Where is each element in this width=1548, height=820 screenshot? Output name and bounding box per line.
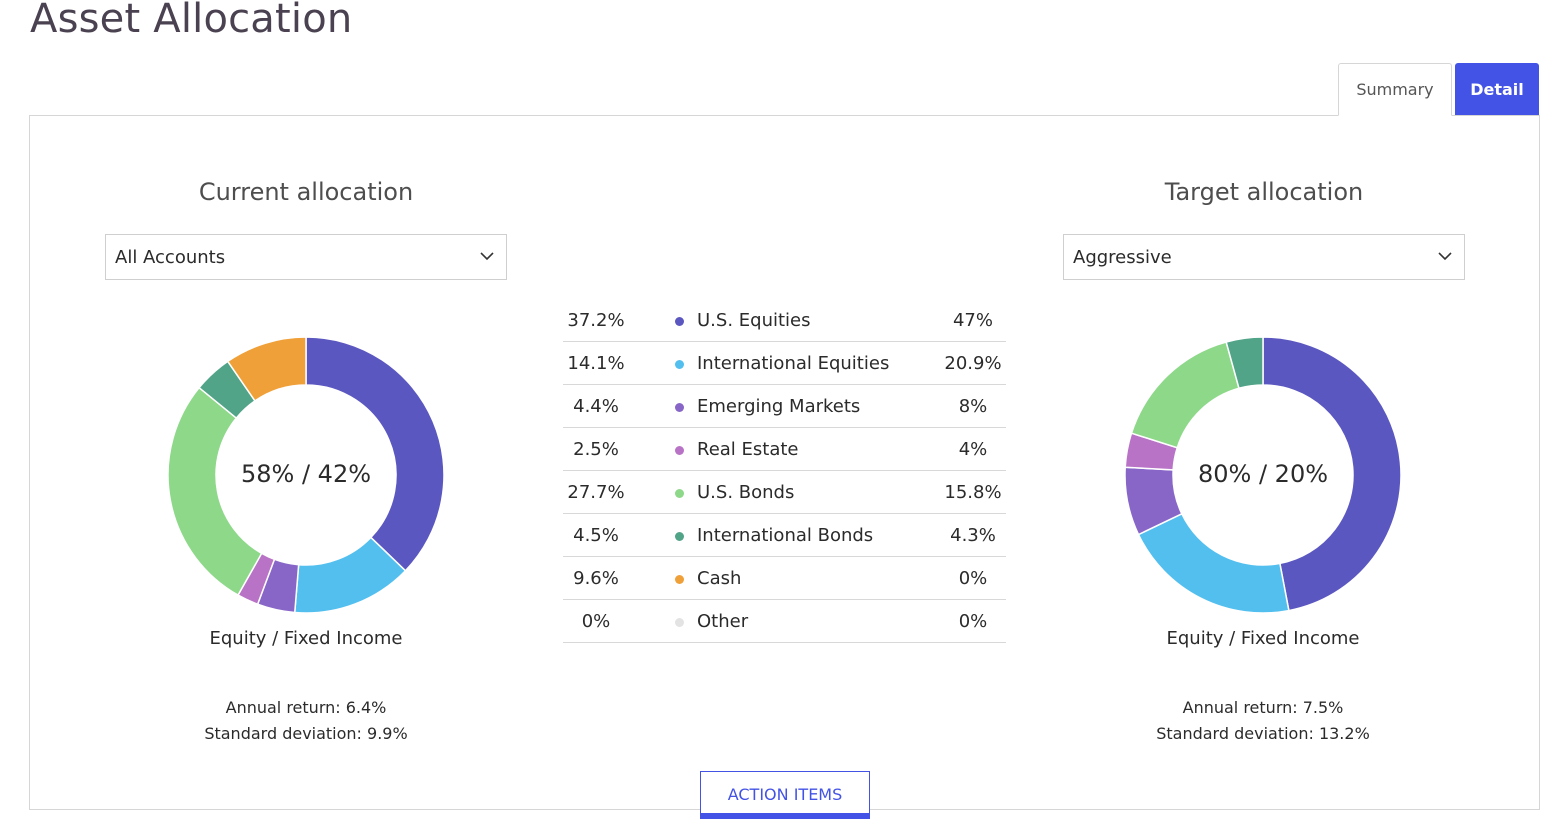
target-slice-u-s-equities <box>1262 337 1401 612</box>
current-percent: 0% <box>581 611 611 632</box>
legend-dot-icon <box>675 403 684 412</box>
target-profile-select[interactable]: Aggressive <box>1063 234 1465 280</box>
legend-dot-icon <box>675 532 684 541</box>
target-std-dev: Standard deviation: 13.2% <box>1156 724 1370 743</box>
action-items-button[interactable]: ACTION ITEMS <box>700 771 870 819</box>
target-annual-return: Annual return: 7.5% <box>1182 698 1344 717</box>
target-percent: 0% <box>958 611 988 632</box>
current-annual-return: Annual return: 6.4% <box>225 698 387 717</box>
legend-dot-icon <box>675 489 684 498</box>
table-row: 27.7% U.S. Bonds 15.8% <box>563 471 1006 514</box>
asset-class-name: Cash <box>697 568 742 589</box>
legend-dot-icon <box>675 618 684 627</box>
asset-class-name: Emerging Markets <box>697 396 861 417</box>
current-percent: 2.5% <box>573 439 619 460</box>
asset-class-name: International Equities <box>697 353 890 374</box>
target-percent: 4% <box>958 439 988 460</box>
target-slice-international-bonds <box>1225 337 1264 390</box>
allocation-table: 37.2% U.S. Equities 47% 14.1% International … <box>563 299 1006 643</box>
table-row: 14.1% International Equities 20.9% <box>563 342 1006 385</box>
target-percent: 8% <box>958 396 988 417</box>
current-equity-fixed-ratio: 58% / 42% <box>240 460 372 488</box>
asset-class-name: U.S. Bonds <box>697 482 795 503</box>
target-slice-international-equities <box>1137 512 1290 613</box>
current-percent: 4.5% <box>573 525 619 546</box>
current-caption: Equity / Fixed Income <box>209 628 403 649</box>
table-row: 2.5% Real Estate 4% <box>563 428 1006 471</box>
target-allocation-heading: Target allocation <box>1164 178 1364 206</box>
legend-dot-icon <box>675 317 684 326</box>
target-caption: Equity / Fixed Income <box>1166 628 1360 649</box>
target-percent: 47% <box>952 310 993 331</box>
table-row: 4.4% Emerging Markets 8% <box>563 385 1006 428</box>
table-row: 37.2% U.S. Equities 47% <box>563 299 1006 342</box>
account-select-value: All Accounts <box>115 246 226 268</box>
target-allocation-donut <box>1125 337 1401 613</box>
legend-dot-icon <box>675 446 684 455</box>
current-stats: Annual return: 6.4% Standard deviation: … <box>156 695 456 747</box>
table-row: 0% Other 0% <box>563 600 1006 643</box>
current-allocation-donut <box>168 337 444 613</box>
target-stats: Annual return: 7.5% Standard deviation: … <box>1113 695 1413 747</box>
asset-class-name: U.S. Equities <box>697 310 811 331</box>
current-percent: 4.4% <box>573 396 619 417</box>
current-percent: 37.2% <box>567 310 625 331</box>
legend-dot-icon <box>675 360 684 369</box>
target-slice-u-s-bonds <box>1130 341 1240 449</box>
tab-summary[interactable]: Summary <box>1338 63 1452 116</box>
current-percent: 9.6% <box>573 568 619 589</box>
current-std-dev: Standard deviation: 9.9% <box>204 724 408 743</box>
page-title: Asset Allocation <box>30 0 353 42</box>
table-row: 9.6% Cash 0% <box>563 557 1006 600</box>
table-row: 4.5% International Bonds 4.3% <box>563 514 1006 557</box>
asset-class-name: International Bonds <box>697 525 874 546</box>
view-tabs: Summary Detail <box>1338 63 1539 116</box>
chevron-down-icon <box>1438 252 1452 261</box>
allocation-panel <box>29 115 1540 810</box>
tab-detail[interactable]: Detail <box>1455 63 1539 115</box>
asset-class-name: Other <box>697 611 749 632</box>
target-percent: 0% <box>958 568 988 589</box>
target-percent: 4.3% <box>950 525 996 546</box>
target-percent: 15.8% <box>944 482 1002 503</box>
current-percent: 27.7% <box>567 482 625 503</box>
current-slice-cash <box>226 337 307 402</box>
target-percent: 20.9% <box>944 353 1002 374</box>
legend-dot-icon <box>675 575 684 584</box>
account-select[interactable]: All Accounts <box>105 234 507 280</box>
target-select-value: Aggressive <box>1073 246 1172 268</box>
asset-class-name: Real Estate <box>697 439 799 460</box>
target-equity-fixed-ratio: 80% / 20% <box>1197 460 1329 488</box>
current-slice-u-s-equities <box>305 337 444 572</box>
current-percent: 14.1% <box>567 353 625 374</box>
chevron-down-icon <box>480 252 494 261</box>
current-allocation-heading: Current allocation <box>198 178 414 206</box>
current-slice-u-s-bonds <box>168 386 263 597</box>
